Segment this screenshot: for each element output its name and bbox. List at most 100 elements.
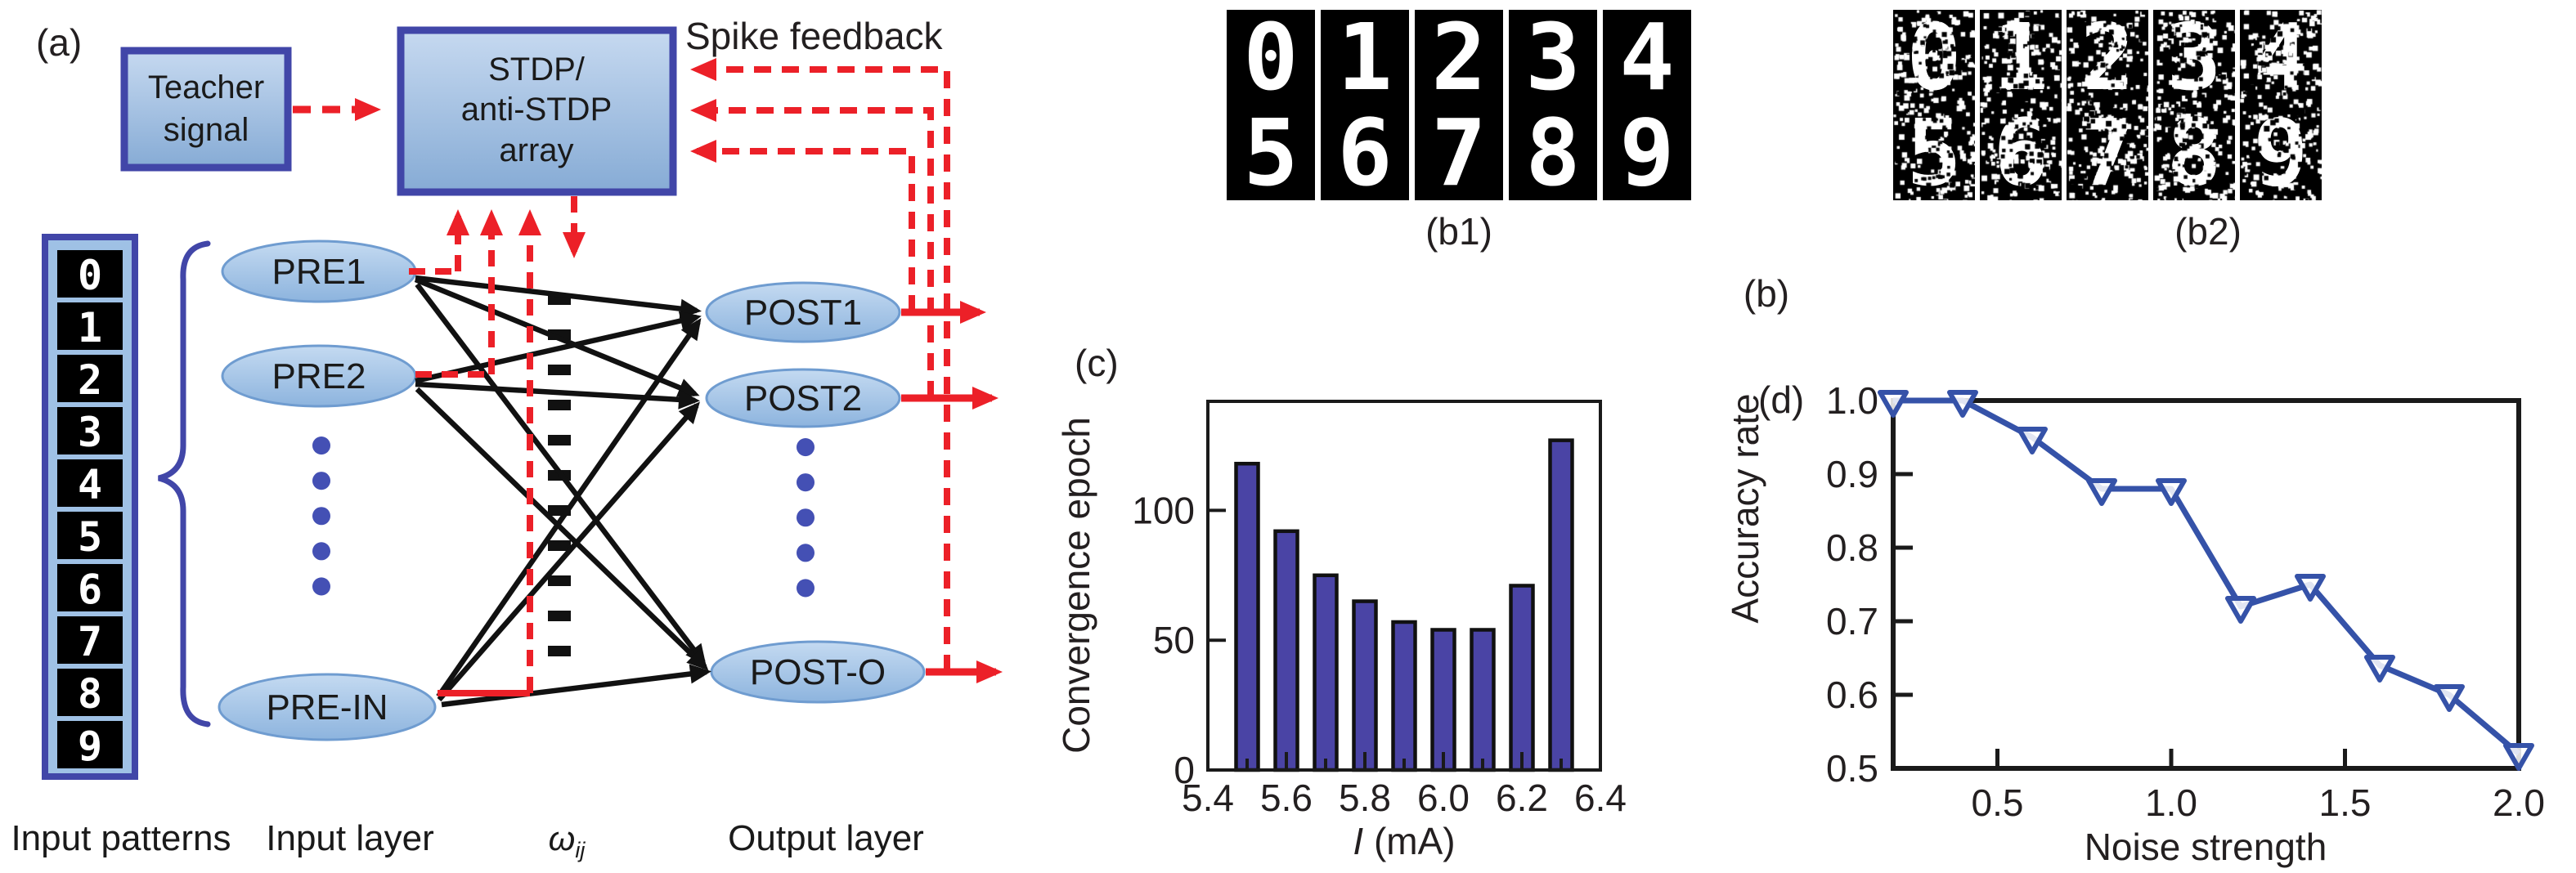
x-tick-label: 5.8 [1339, 777, 1391, 819]
caption-output-layer: Output layer [728, 818, 924, 858]
data-line [1893, 397, 2521, 756]
spike-feedback-label: Spike feedback [685, 15, 944, 57]
chart-d: (d) 0.5 1.0 1.5 2.00.50.60.70.80.91.0Noise … [1724, 378, 2545, 868]
stdp-box-line1: STDP/ [488, 51, 586, 87]
weight-subscript: ij [575, 838, 586, 862]
post1-label: POST1 [744, 293, 862, 333]
input-digit-tile [57, 355, 123, 402]
input-digit: 6 [78, 566, 102, 613]
bar [1313, 573, 1339, 772]
connection-line [441, 664, 711, 708]
pattern-digit: 3 [1525, 5, 1581, 111]
input-digit: 2 [78, 356, 102, 404]
x-tick-label: 2.0 [2493, 781, 2545, 824]
stdp-box-line3: array [499, 132, 573, 168]
y-tick-label: 0.9 [1826, 453, 1878, 495]
x-axis-label-suffix: (mA) [1363, 820, 1455, 862]
y-axis-label: Convergence epoch [1055, 417, 1097, 754]
x-axis-label: I (mA) [1353, 820, 1455, 862]
output-layer-neurons: POST1 POST2 POST-O [705, 281, 926, 704]
data-marker [2295, 574, 2326, 602]
connection-line [436, 318, 702, 698]
bar [1273, 529, 1299, 772]
x-tick-label: 1.5 [2319, 781, 2372, 824]
data-marker [1947, 390, 1978, 418]
pattern-digit: 7 [1431, 101, 1487, 207]
pre1-label: PRE1 [272, 252, 366, 292]
stdp-array-box: STDP/ anti-STDP array [397, 26, 677, 196]
pattern-digit: 4 [2253, 5, 2309, 111]
pattern-digit: 7 [2080, 101, 2135, 207]
bar [1548, 438, 1574, 772]
x-tick-label: 6.4 [1574, 777, 1627, 819]
teacher-box-line1: Teacher [148, 69, 264, 105]
bar [1470, 628, 1496, 772]
connection-line [415, 283, 707, 666]
data-marker [1878, 390, 1909, 418]
data-marker [2086, 478, 2117, 506]
data-marker [2364, 655, 2395, 683]
input-digit-tile [57, 721, 123, 768]
pattern-digit: 2 [1431, 5, 1487, 111]
x-axis-label-prefix: I [1353, 820, 1363, 862]
pattern-digit: 2 [2080, 5, 2135, 111]
neuron-ellipse-post2 [705, 368, 901, 428]
pattern-digit: 6 [1337, 101, 1393, 207]
bar [1509, 584, 1535, 772]
neuron-ellipse-pre-in [218, 673, 437, 741]
data-marker [2503, 743, 2534, 771]
input-digit: 0 [78, 252, 102, 299]
y-axis-label: Accuracy rate [1724, 393, 1766, 623]
data-marker [2434, 684, 2465, 712]
input-digit-tile [57, 564, 123, 611]
y-tick-label: 0.8 [1826, 526, 1878, 569]
input-digit: 3 [78, 409, 102, 456]
y-tick-label: 0 [1174, 749, 1195, 791]
input-digit: 4 [78, 461, 102, 508]
caption-input-layer: Input layer [266, 818, 433, 858]
weight-omega: ω [549, 819, 576, 857]
feedback-path-post2 [690, 99, 934, 398]
pattern-digit: 0 [1243, 5, 1299, 111]
connection-line [415, 387, 709, 671]
x-tick-label: 5.4 [1182, 777, 1234, 819]
data-marker [2225, 596, 2256, 624]
neuron-ellipse-post1 [705, 281, 901, 343]
input-digit-tile [57, 669, 123, 716]
connection-line [414, 276, 700, 397]
pattern-digit: 5 [1906, 101, 1962, 207]
teacher-signal-box: Teacher signal [120, 47, 292, 172]
pattern-digit: 4 [1619, 5, 1675, 111]
x-tick-label: 6.2 [1496, 777, 1548, 819]
pattern-digit: 3 [2166, 5, 2222, 111]
pattern-digit: 1 [1993, 5, 2049, 111]
bar [1430, 628, 1456, 772]
input-digit: 5 [78, 513, 102, 561]
x-tick-label: 5.6 [1260, 777, 1313, 819]
input-digit: 7 [78, 618, 102, 665]
y-tick-label: 0.5 [1826, 747, 1878, 790]
input-digit-tile [57, 512, 123, 559]
data-marker [2017, 427, 2048, 454]
bar [1234, 461, 1260, 772]
panel-b-label: (b) [1743, 272, 1790, 315]
data-marker [2156, 478, 2187, 506]
input-digit: 9 [78, 723, 102, 770]
y-tick-label: 50 [1153, 619, 1195, 661]
axis-frame [1891, 398, 2521, 771]
post-o-label: POST-O [750, 652, 886, 692]
pattern-digit: 1 [1337, 5, 1393, 111]
feedback-path-post-o [690, 58, 950, 672]
input-digit-tile [57, 616, 123, 664]
pattern-digit: 5 [1243, 101, 1299, 207]
